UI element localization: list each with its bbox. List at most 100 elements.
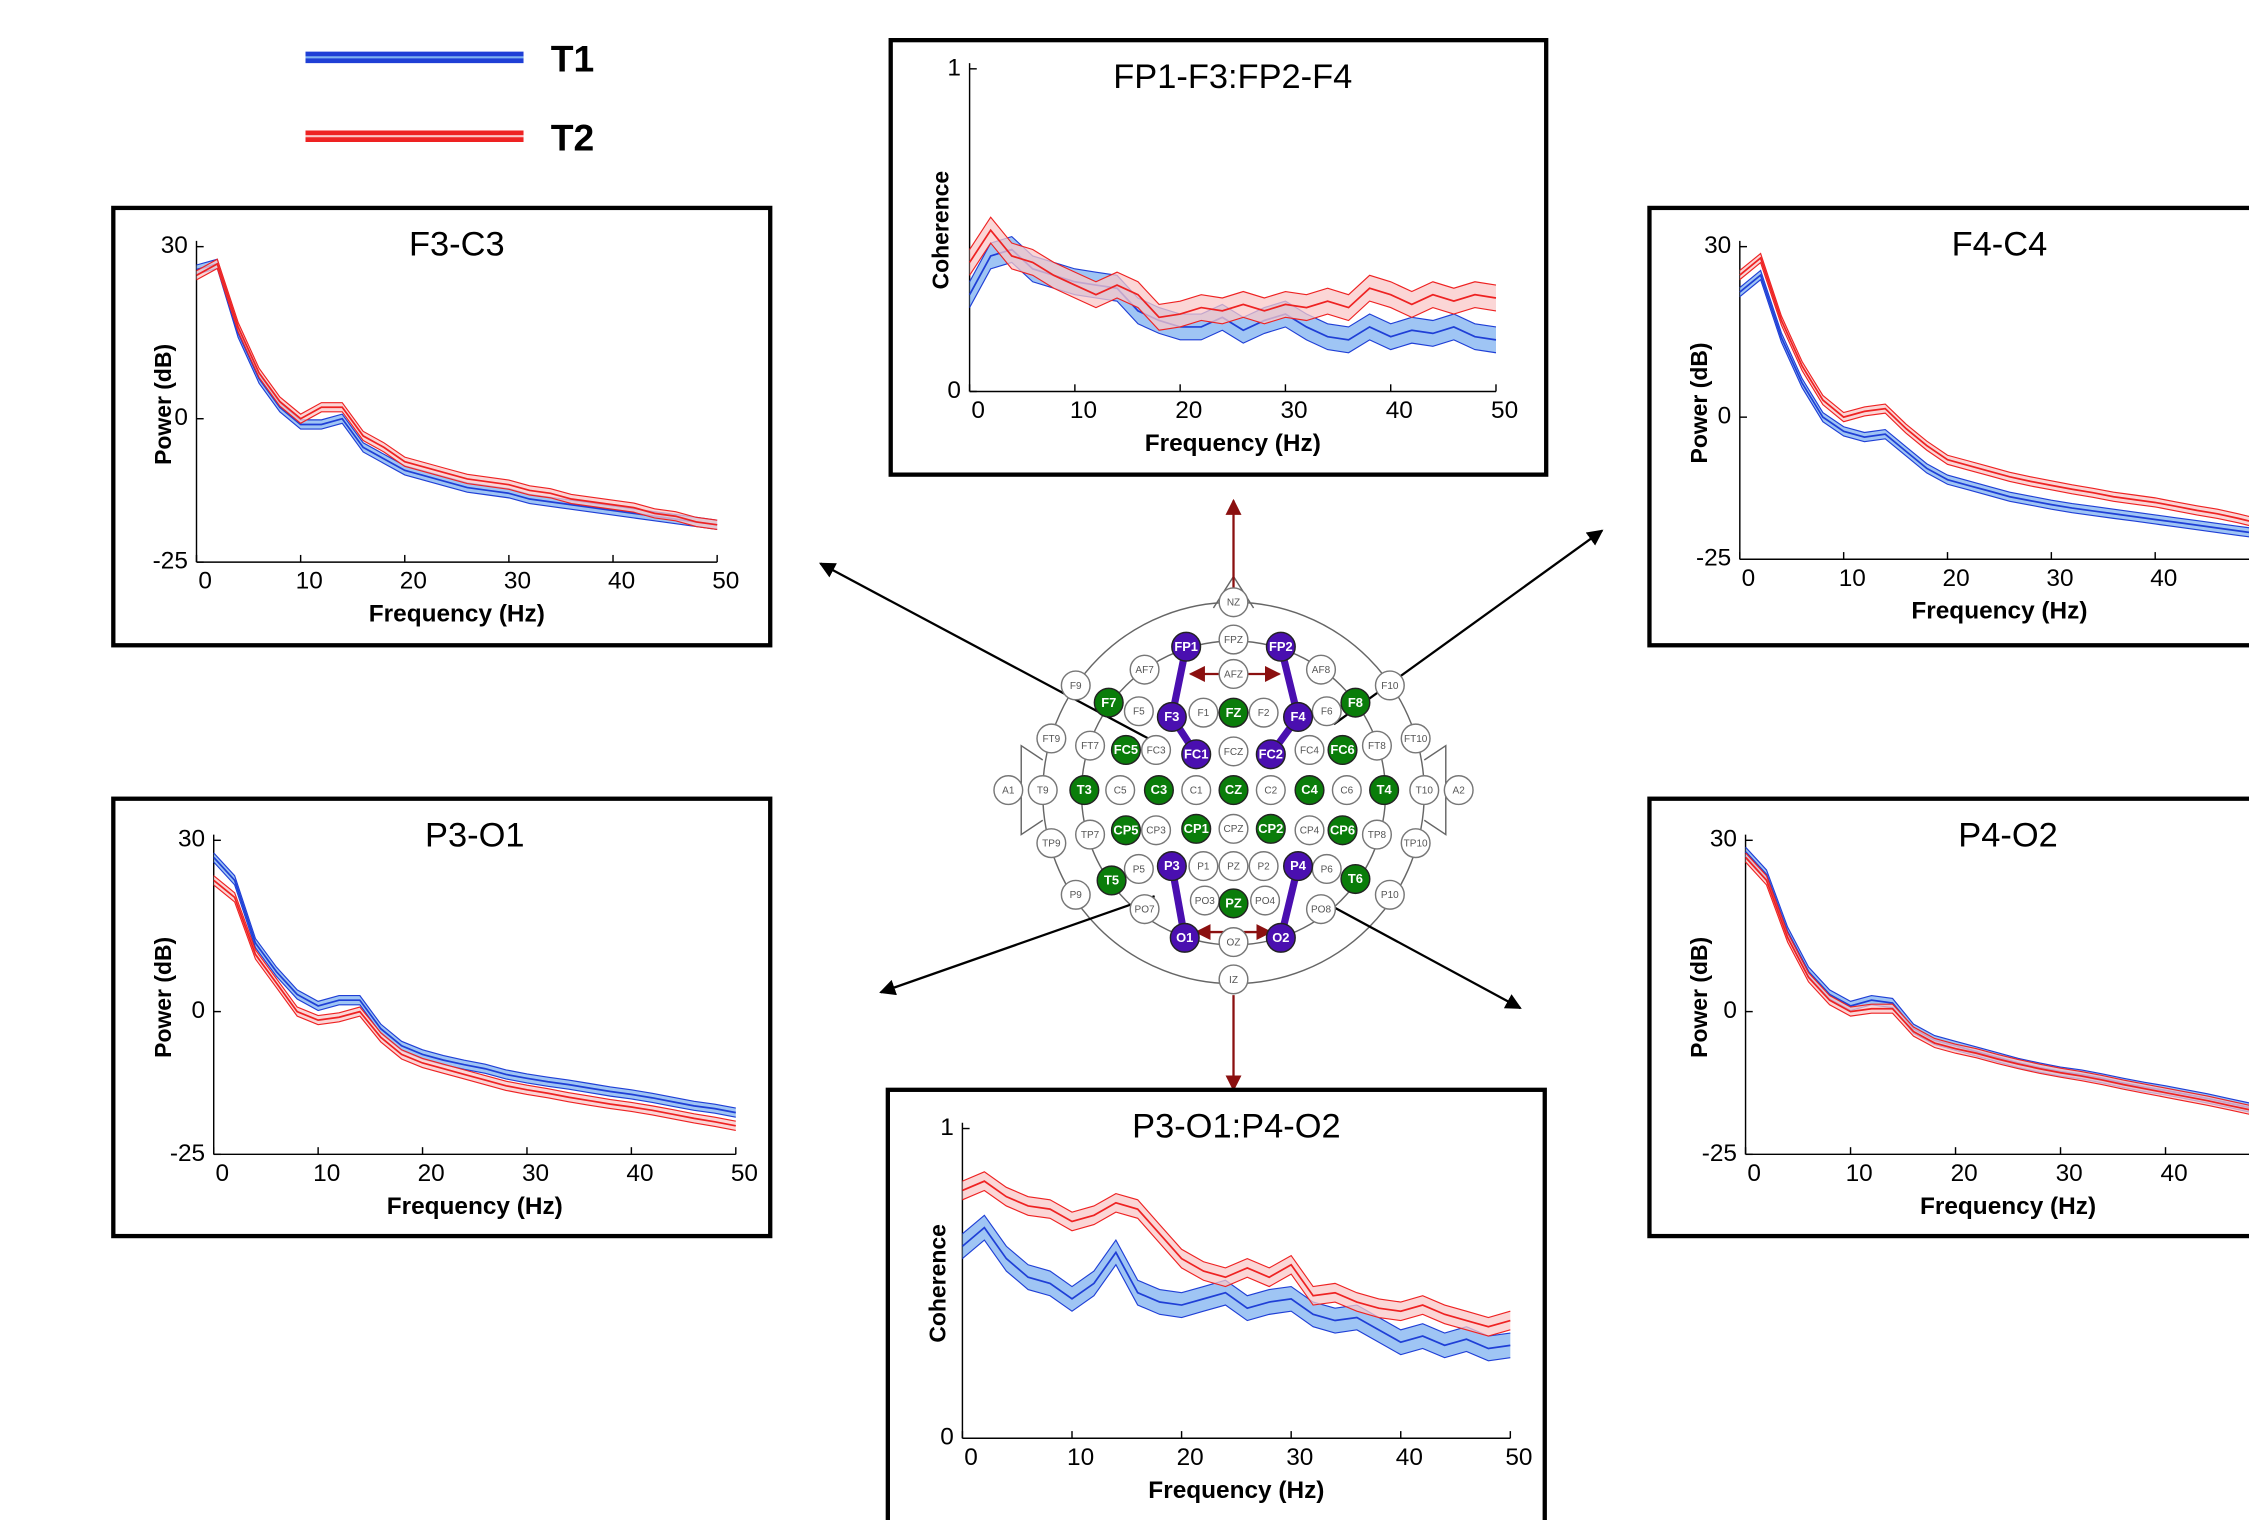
electrode-label: F9: [1070, 681, 1082, 692]
confidence-band: [1745, 847, 2249, 1112]
arrow: [1326, 902, 1522, 1010]
y-axis-label: Power (dB): [1686, 342, 1712, 463]
chart-title: P4-O2: [1958, 817, 2057, 855]
x-tick-label: 10: [1839, 565, 1866, 592]
electrode-label: PO4: [1255, 896, 1275, 907]
electrode-label: C4: [1301, 782, 1318, 797]
arrows: [819, 498, 1604, 1092]
electrode-label: FT7: [1081, 741, 1099, 752]
confidence-band: [213, 852, 736, 1118]
x-tick-label: 20: [1943, 565, 1970, 592]
electrode: [1331, 775, 1362, 806]
panel-frame: [111, 796, 773, 1239]
electrode-label: T4: [1377, 782, 1393, 797]
band-lower: [1739, 261, 2249, 527]
series-line: [1744, 856, 2249, 1111]
electrode: [1169, 922, 1200, 953]
electrode: [1218, 927, 1249, 958]
panel-frame: [888, 37, 1549, 477]
electrode-label: AF7: [1135, 665, 1154, 676]
y-tick-label: 30: [1710, 826, 1737, 853]
electrode: [1140, 815, 1172, 846]
x-tick-label: 30: [1286, 1444, 1313, 1471]
electrode-label: PZ: [1227, 861, 1240, 872]
x-tick-label: 10: [1070, 397, 1097, 424]
electrode: [1361, 819, 1392, 850]
x-tick-label: 50: [1491, 397, 1518, 424]
electrode-label: C1: [1190, 785, 1203, 796]
y-tick-label: 1: [940, 1114, 954, 1141]
electrode-label: P4: [1290, 858, 1307, 873]
chart-title: F3-C3: [409, 226, 505, 264]
confidence-band: [213, 875, 736, 1131]
chart-title: P3-O1: [425, 817, 524, 855]
electrode: [1282, 851, 1314, 882]
y-axis-label: Coherence: [927, 171, 953, 290]
x-tick-label: 30: [2046, 565, 2073, 592]
electrode: [1400, 828, 1431, 859]
x-tick-label: 40: [1386, 397, 1413, 424]
band-upper: [213, 875, 736, 1122]
panel-frame: [1647, 796, 2249, 1239]
electrode: [1369, 775, 1400, 806]
electrode: [1188, 697, 1219, 728]
band-upper: [969, 216, 1497, 306]
series-line: [196, 262, 718, 526]
electrode-label: AF8: [1312, 665, 1331, 676]
band-lower: [196, 267, 718, 530]
band-lower: [1739, 278, 2249, 538]
band-lower: [962, 1189, 1511, 1337]
y-axis-label: Power (dB): [1686, 937, 1712, 1058]
electrode-label: CP5: [1113, 822, 1138, 837]
electrode-label: FC4: [1300, 745, 1319, 756]
electrode: [1218, 964, 1249, 995]
electrode: [1069, 775, 1100, 806]
electrode: [1255, 775, 1286, 806]
electrode-label: TP9: [1042, 839, 1061, 850]
confidence-band: [1745, 852, 2249, 1115]
band-upper: [1745, 852, 2249, 1106]
electrode: [1110, 734, 1141, 766]
y-tick-label: 0: [1723, 997, 1737, 1024]
y-tick-label: 0: [1718, 403, 1732, 430]
x-tick-label: 30: [1280, 397, 1307, 424]
band-upper: [1739, 252, 2249, 518]
electrode: [1140, 734, 1172, 766]
electrode-label: CP3: [1146, 826, 1166, 837]
x-tick-label: 10: [296, 568, 323, 595]
electrode: [1110, 815, 1141, 846]
electrode-label: CP4: [1300, 826, 1320, 837]
montage-link: [1267, 645, 1302, 757]
arrow: [1333, 529, 1604, 726]
panel-frame: [885, 1087, 1547, 1520]
legend-label: T2: [551, 116, 595, 158]
electrode: [1294, 815, 1325, 846]
electrodes: NZ FPZ AF7 AFZ AF8 F9 F5 F1 F2 F6 F10 FT9 FT7 FC3 FCZ F…: [993, 587, 1474, 995]
electrode-label: FP1: [1174, 639, 1198, 654]
band-lower: [213, 861, 736, 1118]
electrode-label: C2: [1264, 785, 1277, 796]
y-tick-label: 30: [1704, 232, 1731, 259]
x-axis-label: Frequency (Hz): [387, 1193, 563, 1220]
electrode-label: A1: [1002, 785, 1015, 796]
electrode: [1060, 879, 1091, 910]
electrode: [1181, 739, 1212, 770]
series-line: [961, 1226, 1511, 1350]
electrode-label: P2: [1257, 861, 1270, 872]
y-tick-label: -25: [1696, 545, 1731, 572]
series-line: [962, 1180, 1511, 1328]
panel-frame: [111, 205, 773, 648]
y-tick-label: -25: [1702, 1140, 1737, 1167]
y-axis-label: Power (dB): [150, 344, 176, 465]
electrode: [1305, 894, 1337, 925]
x-tick-label: 40: [626, 1160, 653, 1187]
chart-title: FP1-F3:FP2-F4: [1113, 58, 1352, 96]
series-line: [213, 856, 736, 1114]
electrode-label: F3: [1164, 709, 1179, 724]
electrode-label: PO3: [1195, 896, 1215, 907]
x-tick-label: 10: [313, 1160, 340, 1187]
electrode-label: C3: [1151, 782, 1167, 797]
x-tick-label: 50: [712, 568, 739, 595]
electrode-label: F4: [1291, 709, 1307, 724]
